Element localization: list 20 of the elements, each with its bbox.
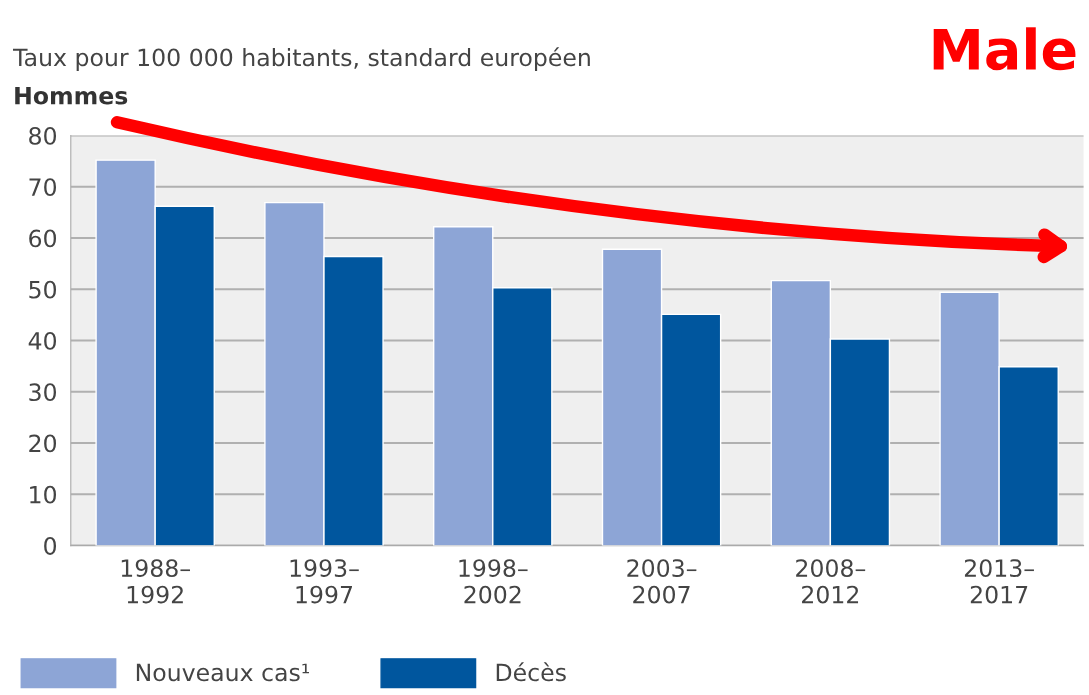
legend-label: Décès xyxy=(496,662,566,682)
y-tick-label: 80 xyxy=(29,126,57,145)
y-tick-label: 0 xyxy=(44,537,57,555)
text: Male xyxy=(933,27,1076,71)
chart-title: Taux pour 100 000 habitants, standard européen xyxy=(13,47,590,71)
y-tick-label: 30 xyxy=(29,383,57,402)
x-tick-label: 2013– 2017 xyxy=(964,559,1034,604)
y-tick-label: 50 xyxy=(29,280,57,299)
chart-subtitle: Hommes xyxy=(15,87,128,105)
x-tick-label: 2003– 2007 xyxy=(627,559,697,604)
y-tick-label: 70 xyxy=(29,178,57,197)
x-tick-label: 1993– 1997 xyxy=(290,559,359,604)
y-tick-label: 40 xyxy=(28,332,57,350)
y-tick-label: 10 xyxy=(30,485,57,504)
x-tick-label: 2008– 2012 xyxy=(796,559,866,604)
y-tick-label: 60 xyxy=(29,229,57,248)
x-tick-label: 1998– 2002 xyxy=(459,559,528,604)
legend-label: Nouveaux cas¹ xyxy=(136,663,309,682)
x-tick-label: 1988– 1992 xyxy=(121,559,190,604)
y-tick-label: 20 xyxy=(29,434,57,453)
